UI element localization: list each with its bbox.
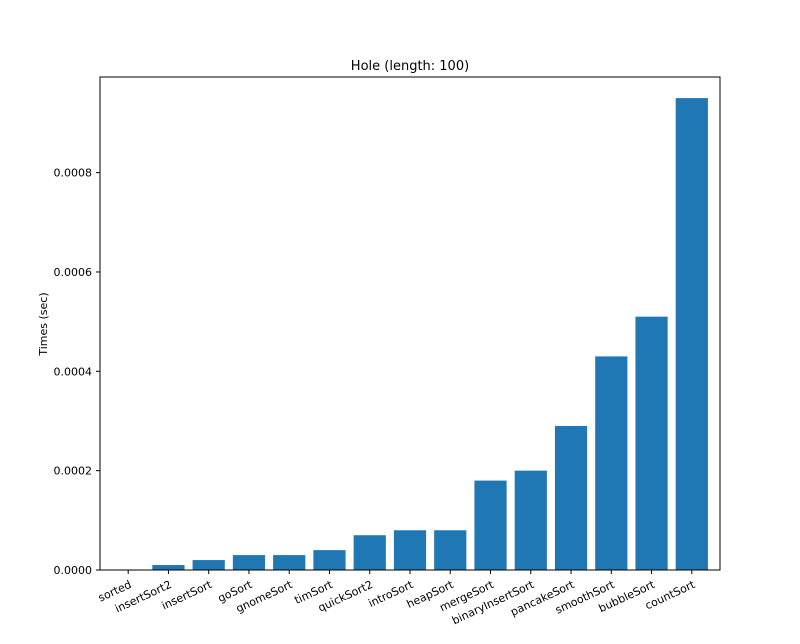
- y-tick-label: 0.0006: [54, 266, 93, 279]
- bar-introSort: [393, 530, 427, 570]
- bar-smoothSort: [595, 356, 628, 570]
- y-tick-label: 0.0000: [54, 564, 93, 577]
- bar-gnomeSort: [273, 555, 306, 570]
- y-axis: 0.0000 0.0002 0.0004 0.0006 0.0008: [54, 167, 100, 577]
- bar-bubbleSort: [635, 316, 668, 570]
- bar-binaryInsertSort: [514, 470, 547, 570]
- bar-mergeSort: [474, 480, 507, 570]
- bar-countSort: [675, 98, 708, 570]
- y-tick-label: 0.0002: [54, 465, 93, 478]
- bar-goSort: [232, 555, 266, 570]
- y-axis-label: Times (sec): [37, 292, 50, 356]
- y-tick-label: 0.0008: [54, 167, 93, 180]
- chart-title: Hole (length: 100): [351, 59, 469, 74]
- bars-group: [152, 98, 708, 570]
- bar-quickSort2: [353, 535, 386, 570]
- y-tick-label: 0.0004: [54, 365, 93, 378]
- plot-area-frame: [99, 76, 721, 571]
- bar-pancakeSort: [554, 425, 588, 570]
- bar-insertSort: [192, 560, 225, 570]
- bar-insertSort2: [152, 565, 185, 570]
- bar-heapSort: [434, 530, 467, 570]
- bar-timSort: [313, 550, 346, 570]
